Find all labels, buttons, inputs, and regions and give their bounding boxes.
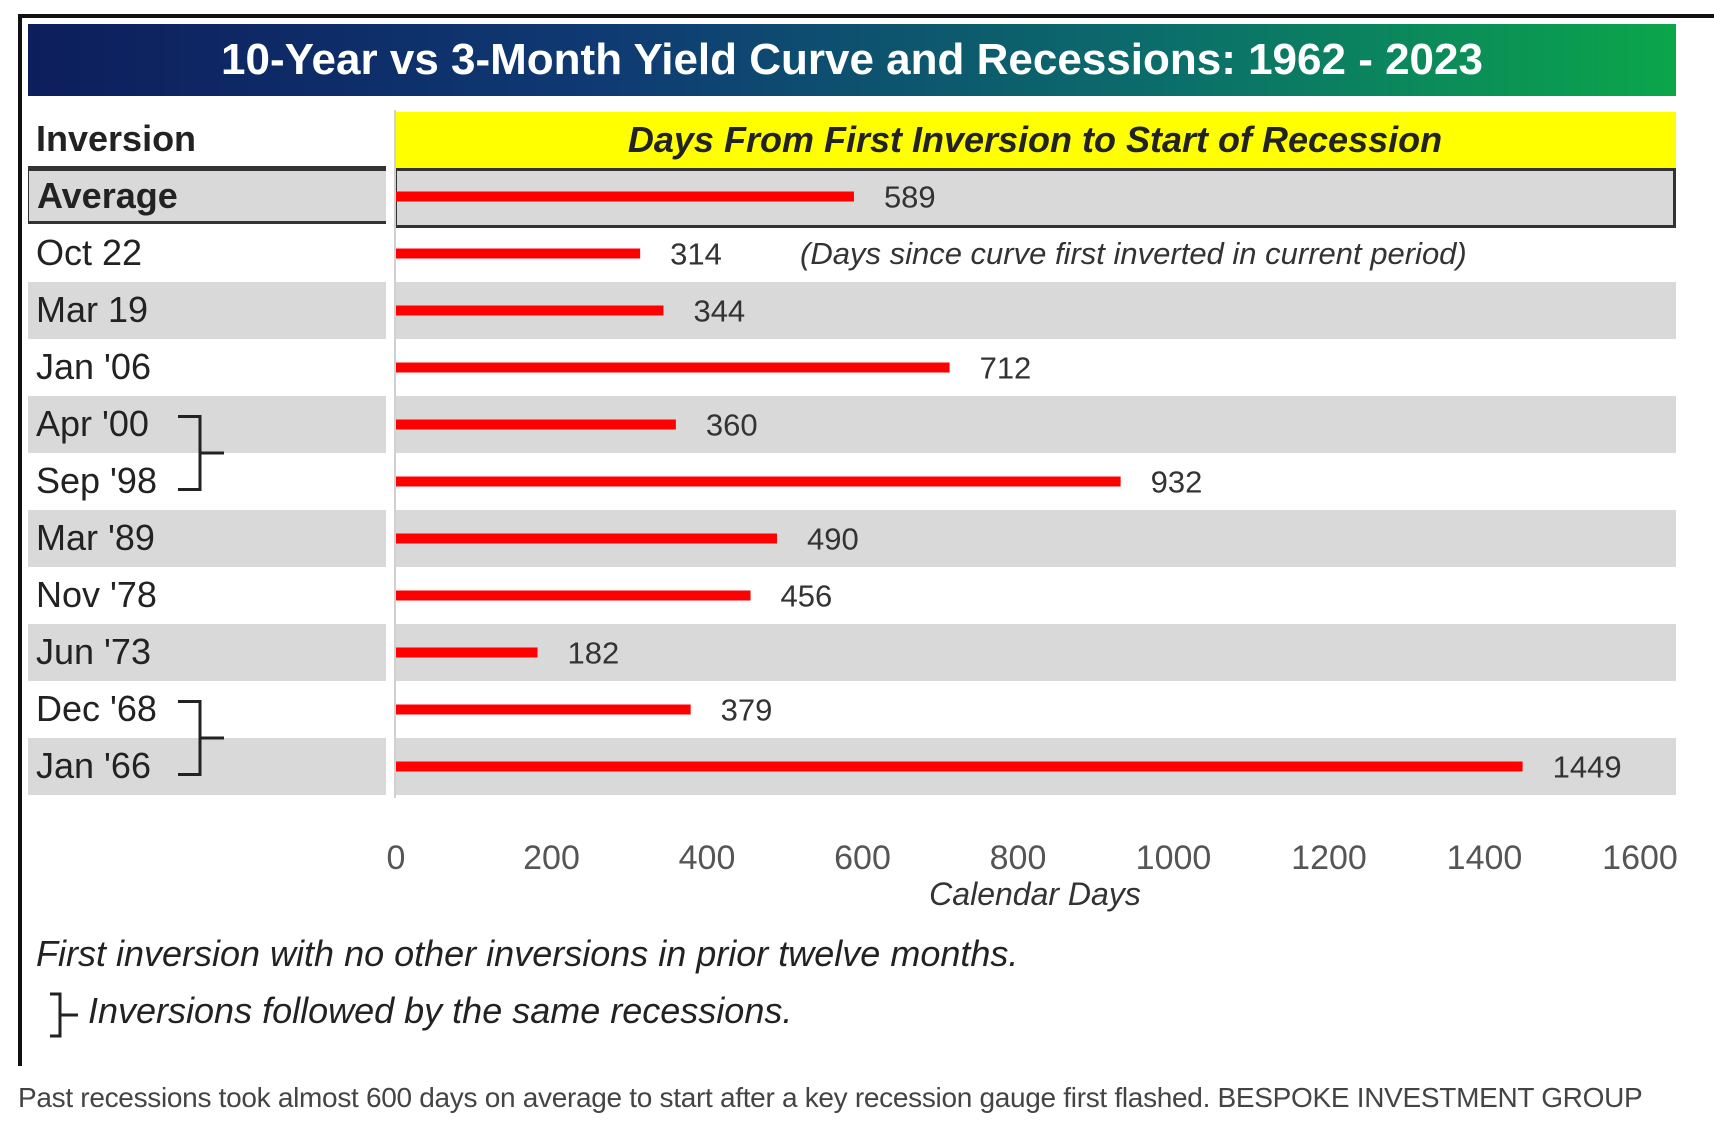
- footnote-same-recessions: Inversions followed by the same recessio…: [88, 990, 793, 1031]
- row-gap: [386, 396, 394, 453]
- row-gap: [386, 225, 394, 282]
- average-label-box: Average: [28, 168, 386, 224]
- category-label: Oct 22: [36, 232, 143, 273]
- row-gap: [386, 510, 394, 567]
- row-background: [28, 624, 1676, 681]
- row-gap: [386, 681, 394, 738]
- x-tick-label: 1200: [1291, 839, 1367, 877]
- bar: [396, 191, 854, 202]
- row-gap: [386, 453, 394, 510]
- bar: [396, 533, 777, 544]
- caption-text: Past recessions took almost 600 days on …: [18, 1082, 1211, 1113]
- category-label: Jun '73: [36, 631, 151, 672]
- bar-chart: 589 314 344 712 360 932 490 456 182 379 1449 0 200 40…: [178, 180, 1678, 877]
- bar-value-label: 344: [693, 294, 745, 329]
- bar-value-label: 932: [1151, 465, 1203, 500]
- row-gap: [386, 282, 394, 339]
- row-gap: [386, 738, 394, 795]
- bar: [396, 305, 664, 316]
- bar: [396, 362, 950, 373]
- current-period-annotation: (Days since curve first inverted in curr…: [800, 236, 1467, 271]
- bar-value-label: 360: [706, 408, 758, 443]
- chart-title: 10-Year vs 3-Month Yield Curve and Reces…: [28, 24, 1676, 96]
- bar: [396, 647, 538, 658]
- header-divider: [28, 166, 386, 169]
- bar-value-label: 379: [721, 693, 773, 728]
- x-tick-label: 1600: [1602, 839, 1678, 877]
- bar: [396, 590, 751, 601]
- category-label: Jan '66: [36, 745, 151, 786]
- row-background: [28, 510, 1676, 567]
- x-tick-label: 600: [834, 839, 891, 877]
- category-label: Mar '89: [36, 517, 155, 558]
- footnote-first-inversion: First inversion with no other inversions…: [36, 933, 1019, 974]
- category-label: Jan '06: [36, 346, 151, 387]
- x-tick-label: 200: [523, 839, 580, 877]
- inversion-column-header: Inversion: [36, 118, 197, 159]
- bar: [396, 419, 676, 430]
- caption-credit: BESPOKE INVESTMENT GROUP: [1217, 1082, 1643, 1113]
- x-tick-label: 0: [387, 839, 406, 877]
- row-gap: [386, 339, 394, 396]
- bar-value-label: 712: [980, 351, 1032, 386]
- row-gap: [386, 567, 394, 624]
- bracket-icon: [178, 415, 224, 491]
- x-tick-label: 400: [679, 839, 736, 877]
- x-tick-label: 1000: [1136, 839, 1212, 877]
- category-label: Sep '98: [36, 460, 157, 501]
- row-gap: [386, 624, 394, 681]
- category-label: Mar 19: [36, 289, 149, 330]
- bar: [396, 704, 691, 715]
- bar-value-label: 490: [807, 522, 859, 557]
- category-label: Apr '00: [36, 403, 149, 444]
- row-background: [28, 396, 1676, 453]
- x-axis-label: Calendar Days: [929, 876, 1141, 912]
- bar-value-label: 1449: [1553, 750, 1622, 785]
- bar: [396, 476, 1121, 487]
- row-background: [28, 282, 1676, 339]
- bar-value-label: 589: [884, 180, 936, 215]
- bar-value-label: 314: [670, 237, 722, 272]
- bracket-icon: [50, 992, 78, 1038]
- bar: [396, 248, 641, 259]
- x-tick-label: 800: [990, 839, 1047, 877]
- image-caption: Past recessions took almost 600 days on …: [18, 1082, 1643, 1114]
- chart-subtitle-header: Days From First Inversion to Start of Re…: [394, 112, 1676, 168]
- y-axis-line: [394, 110, 396, 798]
- category-label: Dec '68: [36, 688, 157, 729]
- bracket-icon: [178, 700, 224, 776]
- bar: [396, 761, 1523, 772]
- x-tick-label: 1400: [1447, 839, 1523, 877]
- bar-value-label: 456: [781, 579, 833, 614]
- category-label: Nov '78: [36, 574, 157, 615]
- bar-value-label: 182: [568, 636, 620, 671]
- chart-frame: [18, 14, 1714, 1066]
